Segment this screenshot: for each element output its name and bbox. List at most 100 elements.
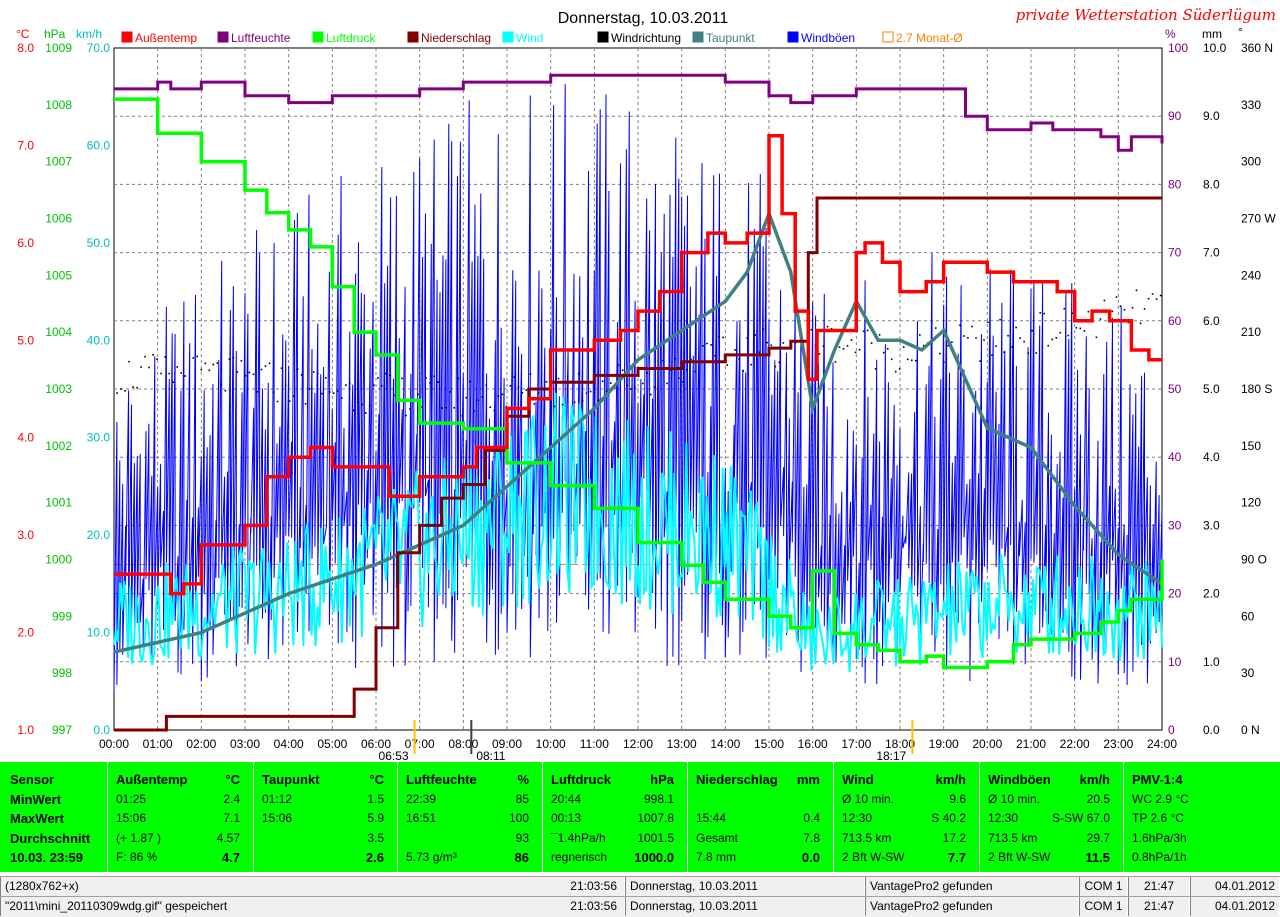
- direction-dot: [778, 361, 781, 364]
- direction-dot: [746, 337, 748, 339]
- panel-separator: [687, 762, 688, 872]
- cell-label: 2 Bft W-SW: [842, 850, 905, 864]
- direction-tick-label: 330: [1241, 98, 1261, 112]
- direction-dot: [585, 392, 588, 394]
- direction-dot: [252, 373, 255, 376]
- direction-dot: [545, 381, 548, 383]
- status-bar-2: "2011\mini_20110309wdg.gif" gespeichert 2…: [0, 896, 1280, 917]
- column-unit: °C: [369, 772, 384, 787]
- time-tick-label: 13:00: [667, 737, 697, 751]
- cell-label: Gesamt: [696, 831, 739, 845]
- panel-separator: [107, 762, 108, 872]
- direction-dot: [461, 414, 463, 417]
- time-tick-label: 07:00: [405, 737, 435, 751]
- direction-dot: [742, 370, 744, 372]
- direction-dot: [1031, 329, 1033, 332]
- row-label: 10.03. 23:59: [10, 850, 84, 865]
- cell-label: 16:51: [406, 811, 437, 825]
- direction-dot: [220, 383, 223, 386]
- direction-dot: [232, 356, 235, 359]
- direction-dot: [345, 384, 347, 386]
- cell-label: ¯1.4hPa/h: [551, 831, 606, 845]
- direction-dot: [381, 385, 383, 387]
- pressure-tick-label: 1003: [45, 382, 72, 396]
- cell-label: 1.6hPa/3h: [1132, 831, 1187, 845]
- pressure-tick-label: 999: [52, 609, 72, 623]
- time-tick-label: 19:00: [929, 737, 959, 751]
- status-cell: 21:47: [1128, 897, 1190, 916]
- direction-dot: [509, 385, 512, 387]
- chart-title: Donnerstag, 10.03.2011: [558, 10, 729, 27]
- time-tick-label: 06:00: [361, 737, 391, 751]
- time-tick-label: 09:00: [492, 737, 522, 751]
- direction-dot: [288, 400, 291, 402]
- panel-separator: [979, 762, 980, 872]
- direction-dot: [493, 409, 496, 412]
- direction-dot: [630, 388, 632, 390]
- direction-tick-label: 150: [1241, 439, 1261, 453]
- time-tick-label: 14:00: [710, 737, 740, 751]
- direction-tick-label: 360 N: [1241, 41, 1273, 55]
- direction-dot: [1019, 337, 1021, 339]
- status-cell: 21:03:56: [570, 879, 617, 893]
- direction-dot: [361, 403, 363, 406]
- direction-dot: [429, 382, 431, 384]
- direction-dot: [782, 342, 785, 344]
- legend-swatch: [312, 31, 324, 43]
- direction-dot: [501, 393, 504, 396]
- direction-dot: [854, 351, 857, 354]
- direction-dot: [517, 386, 520, 389]
- column-unit: °C: [225, 772, 240, 787]
- direction-dot: [915, 359, 917, 362]
- direction-dot: [1075, 327, 1078, 329]
- direction-dot: [1135, 289, 1138, 292]
- rain-tick-label: 2.0: [1203, 587, 1220, 601]
- time-tick-label: 21:00: [1016, 737, 1046, 751]
- direction-dot: [642, 382, 644, 385]
- direction-dot: [698, 381, 700, 384]
- cell-value: 5.9: [367, 811, 384, 825]
- direction-dot: [702, 345, 704, 347]
- direction-dot: [1151, 293, 1154, 295]
- direction-dot: [1115, 296, 1118, 298]
- direction-dot: [236, 371, 239, 373]
- direction-dot: [858, 348, 861, 351]
- cell-value: 0.4: [803, 811, 820, 825]
- direction-dot: [445, 406, 447, 409]
- direction-dot: [870, 342, 873, 344]
- direction-dot: [830, 327, 833, 330]
- direction-dot: [1047, 344, 1049, 347]
- direction-dot: [577, 372, 580, 375]
- humidity-tick-label: 100: [1168, 41, 1188, 55]
- column-title: Taupunkt: [262, 772, 320, 787]
- direction-dot: [128, 360, 130, 363]
- direction-dot: [674, 357, 676, 360]
- direction-dot: [280, 367, 283, 369]
- time-tick-label: 15:00: [754, 737, 784, 751]
- direction-dot: [1139, 322, 1142, 325]
- cell-value: 998.1: [643, 792, 674, 806]
- direction-dot: [890, 358, 893, 361]
- direction-dot: [369, 405, 371, 407]
- direction-dot: [1023, 340, 1025, 343]
- direction-dot: [597, 399, 600, 402]
- direction-dot: [1119, 305, 1122, 307]
- cell-value: S 40.2: [931, 811, 966, 825]
- cell-label: 22:39: [406, 792, 437, 806]
- direction-dot: [324, 377, 327, 379]
- direction-tick-label: 300: [1241, 155, 1261, 169]
- column-title: Windböen: [988, 772, 1051, 787]
- direction-dot: [497, 395, 500, 397]
- legend-swatch: [121, 31, 133, 43]
- direction-dot: [634, 386, 636, 389]
- direction-dot: [754, 334, 756, 336]
- left-unit-pressure: hPa: [44, 27, 66, 41]
- direction-dot: [405, 414, 407, 417]
- series-luftdruck: [114, 97, 1164, 670]
- left-unit-wind: km/h: [76, 27, 102, 41]
- direction-dot: [441, 407, 443, 409]
- direction-dot: [902, 346, 905, 348]
- pressure-tick-label: 1002: [45, 439, 72, 453]
- cell-value: 7.7: [947, 850, 966, 865]
- direction-dot: [963, 335, 965, 337]
